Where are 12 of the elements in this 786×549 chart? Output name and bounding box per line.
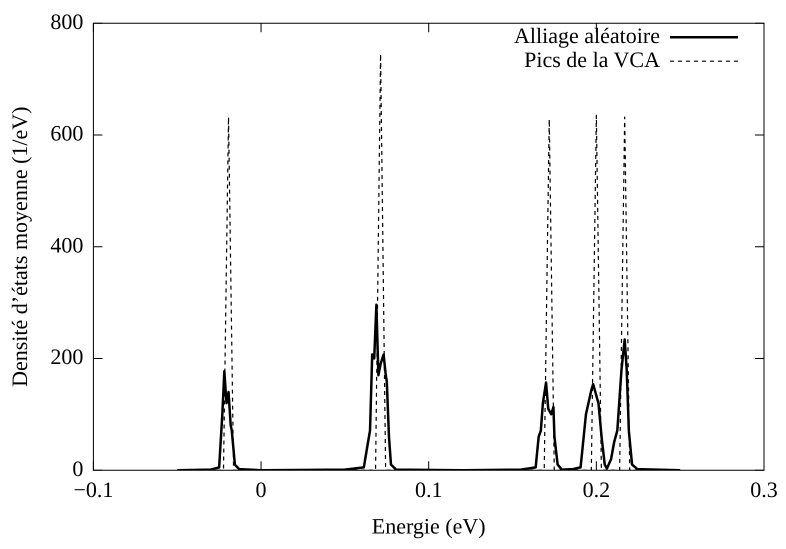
y-tick-label: 400 — [50, 232, 84, 258]
x-tick-label: 0.3 — [750, 477, 778, 502]
x-axis-title: Energie (eV) — [372, 514, 486, 539]
y-tick-label: 600 — [50, 120, 84, 146]
legend-label: Pics de la VCA — [524, 46, 660, 72]
y-tick-label: 200 — [50, 344, 84, 370]
y-axis-title: Densité d’états moyenne (1/eV) — [6, 106, 32, 387]
y-tick-label: 800 — [50, 8, 84, 34]
legend-label: Alliage aléatoire — [514, 22, 660, 48]
x-tick-label: 0.1 — [414, 477, 442, 502]
x-tick-label: 0.2 — [582, 477, 610, 502]
x-tick-label: 0 — [256, 477, 267, 502]
